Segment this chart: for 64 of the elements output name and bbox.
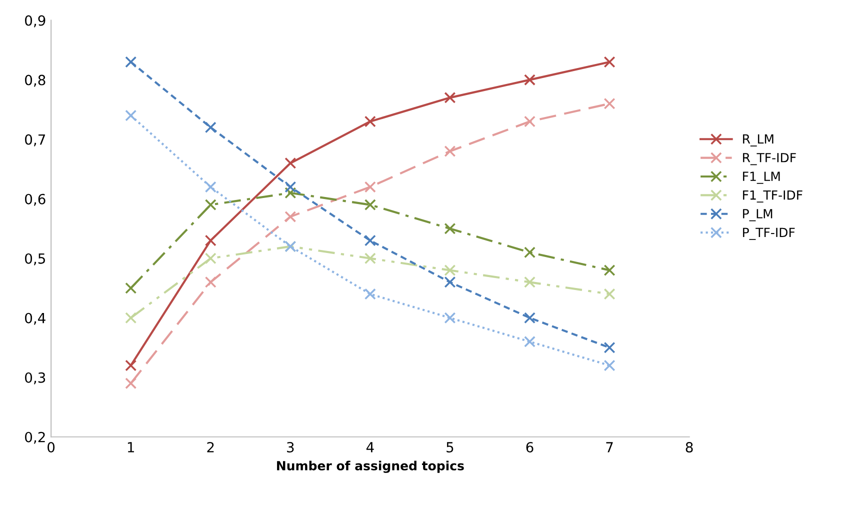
y-tick-label: 0,9 [25, 15, 46, 28]
point [284, 157, 296, 169]
point [604, 98, 616, 110]
point [604, 288, 616, 300]
point [604, 342, 616, 354]
y-tick-label: 0,8 [25, 74, 46, 87]
point [284, 181, 296, 193]
point [524, 116, 536, 128]
point [204, 252, 216, 264]
x-tick-label: 8 [686, 442, 693, 452]
point [125, 282, 137, 294]
point [444, 145, 456, 158]
point [444, 276, 456, 288]
x-tick-label: 7 [606, 442, 613, 452]
point [524, 312, 536, 324]
x-axis-title: Number of assigned topics [277, 460, 464, 473]
y-tick-label: 0,4 [25, 312, 46, 325]
point [204, 234, 216, 246]
legend-label: P_TF-IDF [743, 228, 795, 240]
point [444, 264, 456, 276]
x-tick-label: 2 [207, 442, 214, 452]
legend-label: R_TF-IDF [743, 153, 796, 166]
point [364, 181, 376, 193]
point [204, 122, 216, 134]
point [284, 210, 296, 222]
point [444, 92, 456, 104]
point [204, 199, 216, 211]
y-tick-label: 0,6 [25, 194, 46, 206]
x-tick-label: 6 [526, 442, 534, 452]
point [524, 246, 536, 258]
point [125, 360, 137, 372]
point [204, 181, 216, 193]
point [204, 276, 216, 288]
point [524, 74, 536, 86]
legend-label: F1_LM [743, 172, 780, 184]
point [524, 276, 536, 288]
x-tick-label: 3 [287, 442, 294, 452]
x-tick-label: 4 [366, 442, 374, 452]
x-tick-label: 1 [128, 442, 134, 452]
x-tick-label: 5 [446, 442, 454, 452]
y-tick-label: 0,5 [25, 253, 45, 266]
point [125, 110, 137, 122]
legend-label: P_LM [743, 209, 772, 222]
point [604, 56, 616, 68]
point [364, 252, 376, 264]
point [364, 234, 376, 246]
y-tick-label: 0,2 [25, 432, 45, 444]
legend-label: F1_TF-IDF [743, 190, 802, 203]
point [444, 312, 456, 324]
point [125, 312, 137, 324]
y-tick-label: 0,7 [25, 134, 46, 146]
point [364, 199, 376, 211]
point [125, 378, 137, 390]
y-tick-label: 0,3 [25, 372, 46, 384]
point [125, 56, 137, 68]
point [444, 222, 456, 234]
point [524, 336, 536, 348]
legend-label: R_LM [743, 134, 774, 146]
point [604, 264, 616, 276]
point [364, 288, 376, 300]
point [604, 360, 616, 372]
point [364, 116, 376, 128]
point [284, 187, 296, 199]
x-tick-label: 0 [48, 442, 55, 452]
